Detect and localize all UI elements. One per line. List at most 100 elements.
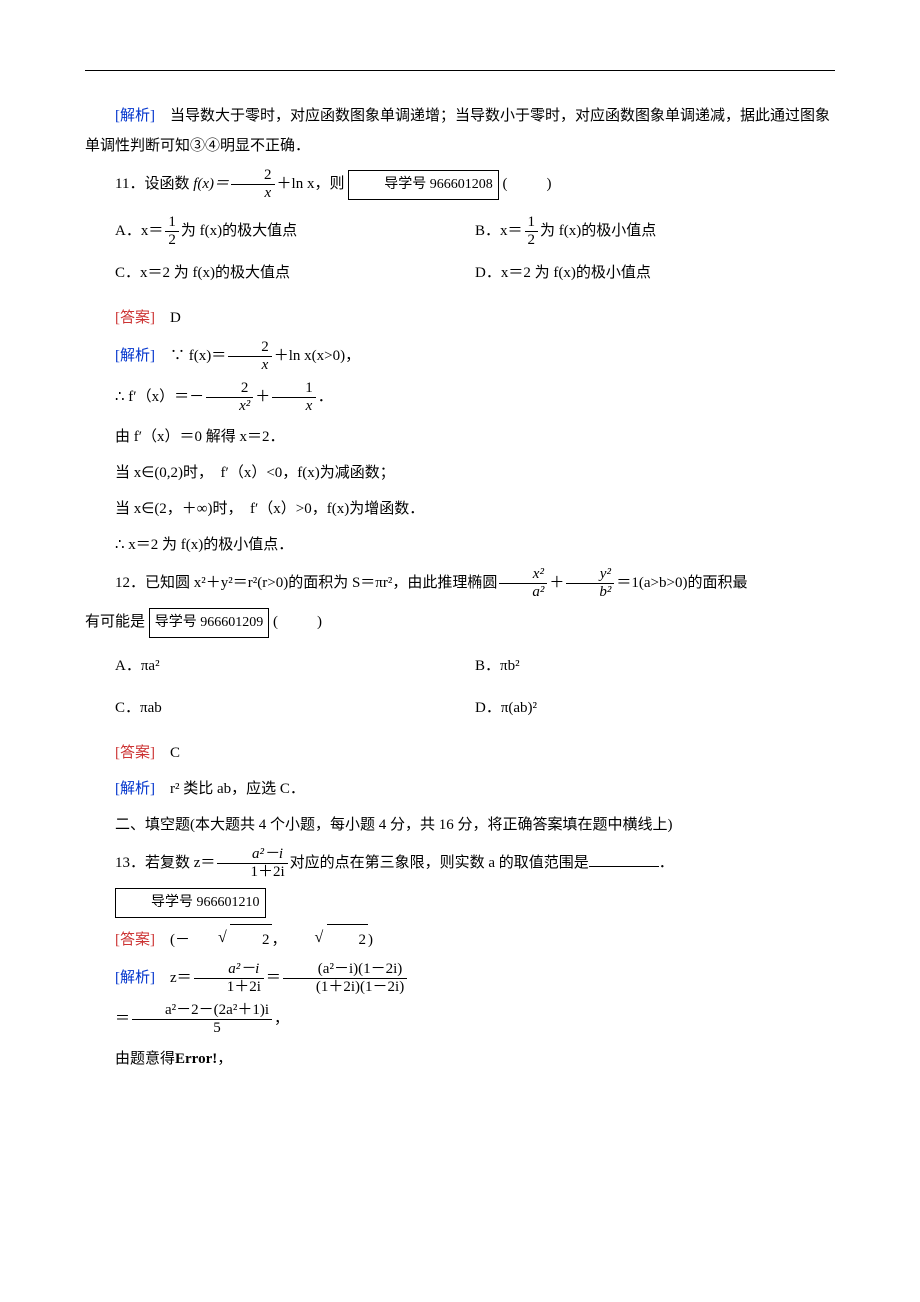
q11-j2a-num: 2 [206,380,253,397]
q11-b-tail: 为 f(x)的极小值点 [540,217,656,246]
q13-jiexi-l3: 由题意得Error!， [85,1044,835,1074]
q12-opt-a: A．πa² [115,646,475,688]
q13-j1-frac-a: a²－i1＋2i [194,961,264,997]
q13-post: 对应的点在第三象限，则实数 a 的取值范围是 [290,855,589,871]
q13-jiexi-l1: [解析] z＝a²－i1＋2i＝(a²－i)(1－2i)(1＋2i)(1－2i) [85,961,835,997]
q11-jiexi-l2: ∴ f′（x）＝－2x²＋1x． [85,380,835,416]
q10-jiexi: [解析] 当导数大于零时，对应函数图象单调递增；当导数小于零时，对应函数图象单调… [85,101,835,161]
q12-num: 12． [115,575,145,591]
q13-j1-eq: ＝ [266,970,281,986]
q11-opt-a: A．x＝12为 f(x)的极大值点 [115,211,475,253]
jiexi-label: [解析] [115,348,155,364]
q13-sqrt2: 2 [287,924,369,955]
q12-opt-c: C．πab [115,688,475,730]
q13-jiexi-l2: ＝a²－2－(2a²＋1)i5， [85,1002,835,1038]
q11-pre: 设函数 [144,176,193,192]
q11-j2b-den: x [272,397,316,415]
q11-num: 11． [115,176,144,192]
q12-c: C．πab [115,694,162,723]
q13-answer-line: [答案] (－2，2) [85,924,835,955]
q12-f1n: x² [499,566,547,583]
q11-opt-a-frac: 12 [165,214,179,250]
q13-num: 13． [115,855,145,871]
q11-options: A．x＝12为 f(x)的极大值点 B．x＝12为 f(x)的极小值点 C．x＝… [115,211,835,295]
q12-dxh: 导学号 966601209 [149,608,270,638]
q13-j3-pre: 由题意得 [115,1051,175,1067]
q13-ans-pre: (－ [170,932,190,948]
error-text: Error! [175,1051,217,1067]
q13-j2n: a²－2－(2a²＋1)i [132,1002,272,1019]
q11-jiexi-l5: 当 x∈(2，＋∞)时， f′（x）>0，f(x)为增函数． [85,494,835,524]
q11-jiexi-l3: 由 f′（x）＝0 解得 x＝2． [85,422,835,452]
q13-stem: 13．若复数 z＝a²－i1＋2i对应的点在第三象限，则实数 a 的取值范围是． [85,846,835,882]
answer-label: [答案] [115,932,155,948]
q11-b-num: 1 [525,214,539,231]
q12-opt-b: B．πb² [475,646,835,688]
q12-f2n: y² [566,566,614,583]
q11-answer: D [170,310,181,326]
q12-frac2: y²b² [566,566,614,602]
q13-j2-tail: ， [274,1011,289,1027]
q13-dxh-line: 导学号 966601210 [85,887,835,918]
q13-j1ad: 1＋2i [194,978,264,996]
q12-frac1: x²a² [499,566,547,602]
section2-title: 二、填空题(本大题共 4 个小题，每小题 4 分，共 16 分，将正确答案填在题… [85,810,835,840]
answer-label: [答案] [115,310,155,326]
q13-j2d: 5 [132,1019,272,1037]
q11-stem: 11．设函数 f(x)＝2x＋ln x，则 导学号 966601208 ( ) [85,167,835,203]
q13-j1-frac-b: (a²－i)(1－2i)(1＋2i)(1－2i) [283,961,407,997]
q11-opt-c: C．x＝2 为 f(x)的极大值点 [115,253,475,295]
q11-frac: 2x [231,167,275,203]
q13-j1bn: (a²－i)(1－2i) [283,961,407,978]
jiexi-label: [解析] [115,108,155,124]
q11-opt-a-pre: A．x＝ [115,217,163,246]
q12-answer: C [170,745,180,761]
q12-stem-l2: 有可能是 导学号 966601209 ( ) [85,607,835,638]
q12-jiexi-text: r² 类比 ab，应选 C． [170,781,305,797]
q11-a-den: 2 [165,231,179,249]
q12-mid: ＋ [549,575,564,591]
q13-answer: (－2，2) [170,932,373,948]
q11-j2a-den: x² [206,397,253,415]
q13-dxh: 导学号 966601210 [115,888,266,918]
q11-j2-mid: ＋ [255,389,270,405]
q11-j1-frac: 2x [228,339,272,375]
q12-f2d: b² [566,583,614,601]
answer-label: [答案] [115,745,155,761]
q10-jiexi-text: 当导数大于零时，对应函数图象单调递增；当导数小于零时，对应函数图象单调递减，据此… [85,108,830,154]
q12-jiexi: [解析] r² 类比 ab，应选 C． [85,774,835,804]
q11-opt-b: B．x＝12为 f(x)的极小值点 [475,211,835,253]
q11-plus: ＋ln x，则 [277,176,345,192]
q11-func: f(x)＝ [193,176,229,192]
q12-opt-d: D．π(ab)² [475,688,835,730]
q12-d: D．π(ab)² [475,694,537,723]
q12-post: ＝1(a>b>0)的面积最 [616,575,747,591]
q11-j1-den: x [228,356,272,374]
jiexi-label: [解析] [115,970,155,986]
q11-j1-num: 2 [228,339,272,356]
q13-sqrt1: 2 [190,924,272,955]
q13-tail: ． [659,855,674,871]
q13-sqrt2-rad: 2 [327,924,369,955]
q11-a-num: 1 [165,214,179,231]
q11-j2b-num: 1 [272,380,316,397]
q11-a-tail: 为 f(x)的极大值点 [181,217,297,246]
q13-j1bd: (1＋2i)(1－2i) [283,978,407,996]
q11-jiexi-l4: 当 x∈(0,2)时， f′（x）<0，f(x)为减函数； [85,458,835,488]
q11-j2-frac-a: 2x² [206,380,253,416]
q13-fd: 1＋2i [217,863,287,881]
q11-opt-b-frac: 12 [525,214,539,250]
q11-frac-den: x [231,184,275,202]
q12-options: A．πa² B．πb² C．πab D．π(ab)² [115,646,835,730]
q11-j1-tail: ＋ln x(x>0)， [274,348,360,364]
q13-blank [589,852,659,867]
q13-j1an: a²－i [194,961,264,978]
q13-j2-frac: a²－2－(2a²＋1)i5 [132,1002,272,1038]
q13-sqrt1-rad: 2 [230,924,272,955]
q13-j3-tail: ， [217,1051,232,1067]
q12-a: A．πa² [115,652,160,681]
q11-opt-d: D．x＝2 为 f(x)的极小值点 [475,253,835,295]
q11-paren: ( ) [502,176,554,192]
q13-fn: a²－i [217,846,287,863]
q11-answer-line: [答案] D [85,303,835,333]
